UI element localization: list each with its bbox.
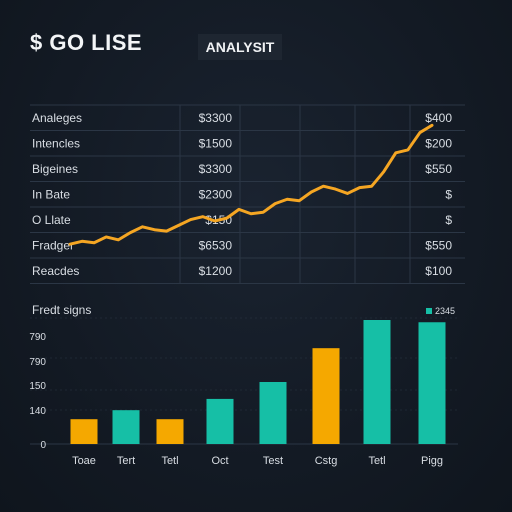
row-label: Intencles <box>32 137 80 151</box>
bar-2 <box>112 410 140 444</box>
line-point <box>68 243 72 246</box>
line-point <box>177 224 180 227</box>
row-label: In Bate <box>32 188 70 202</box>
line-point <box>346 192 349 195</box>
bar-4 <box>206 398 234 444</box>
x-tick-label: Tetl <box>368 455 385 467</box>
y-tick-label: 790 <box>29 357 46 368</box>
row-value-2: $550 <box>425 162 452 176</box>
line-point <box>310 190 313 194</box>
y-tick-label: 0 <box>40 440 46 451</box>
row-value-1: $1200 <box>199 264 233 278</box>
line-point <box>165 229 168 233</box>
line-point <box>261 211 265 214</box>
row-value-1: $6530 <box>199 239 233 253</box>
line-point <box>153 228 156 231</box>
row-label: Fradger <box>32 239 74 253</box>
y-tick-label: 150 <box>29 381 46 392</box>
line-point <box>237 208 241 211</box>
line-point <box>80 240 84 243</box>
row-label: Analeges <box>32 111 82 125</box>
y-tick-label: 140 <box>29 406 46 417</box>
line-point <box>225 216 229 220</box>
line-point <box>129 231 132 234</box>
line-point <box>430 124 434 127</box>
row-label: Bigeines <box>32 162 78 176</box>
line-point <box>394 151 397 155</box>
row-value-2: $ <box>445 188 452 202</box>
line-point <box>141 225 144 228</box>
line-point <box>322 185 325 188</box>
row-value-2: $ <box>445 213 452 227</box>
x-tick-label: Oct <box>211 455 228 467</box>
row-label: O Llate <box>32 213 71 227</box>
analysis-tag[interactable]: ANALYSIT <box>198 34 282 60</box>
line-point <box>273 202 277 205</box>
bar-5 <box>259 382 287 444</box>
bar-title: Fredt signs <box>32 303 91 317</box>
line-point <box>370 185 373 188</box>
row-label: Reacdes <box>32 264 79 278</box>
line-point <box>117 238 120 242</box>
row-value-2: $200 <box>425 137 452 151</box>
legend-label: 2345 <box>435 306 455 316</box>
line-point <box>105 235 108 239</box>
bar-1 <box>70 419 98 444</box>
line-series <box>68 123 434 246</box>
row-value-2: $550 <box>425 239 452 253</box>
line-chart <box>68 123 434 246</box>
x-tick-label: Pigg <box>421 455 443 467</box>
line-point <box>418 131 422 134</box>
line-point <box>92 241 96 244</box>
line-point <box>406 148 410 152</box>
y-tick-label: 790 <box>29 332 46 343</box>
line-point <box>286 198 289 201</box>
line-point <box>249 212 253 215</box>
x-tick-label: Tert <box>117 455 135 467</box>
row-value-1: $3300 <box>199 111 233 125</box>
page-title: $ GO LISE <box>30 30 143 55</box>
line-point <box>382 170 385 173</box>
bar-3 <box>156 419 184 444</box>
row-value-1: $2300 <box>199 188 233 202</box>
x-tick-label: Tetl <box>161 455 178 467</box>
line-point <box>201 215 204 218</box>
bar-6 <box>312 348 340 444</box>
line-point <box>298 199 301 202</box>
row-value-2: $400 <box>425 111 452 125</box>
x-tick-label: Test <box>263 455 283 467</box>
row-value-1: $1500 <box>199 137 233 151</box>
legend-swatch <box>426 308 432 314</box>
bar-chart: Fredt signs 2345 0 140 150 790 790 Toae Tert Tetl… <box>29 303 458 467</box>
row-value-2: $100 <box>425 264 452 278</box>
x-tick-label: Toae <box>72 455 96 467</box>
line-point <box>358 186 361 189</box>
line-point <box>189 218 192 221</box>
x-tick-label: Cstg <box>315 455 338 467</box>
row-value-1: $3300 <box>199 162 233 176</box>
table-grid <box>30 104 465 284</box>
line-point <box>334 187 337 191</box>
table-labels: Analeges $3300 $400 Intencles $1500 $200 Bigei… <box>32 111 452 278</box>
line-point <box>213 219 216 223</box>
bar-8 <box>418 322 446 444</box>
bar-7 <box>363 320 391 444</box>
